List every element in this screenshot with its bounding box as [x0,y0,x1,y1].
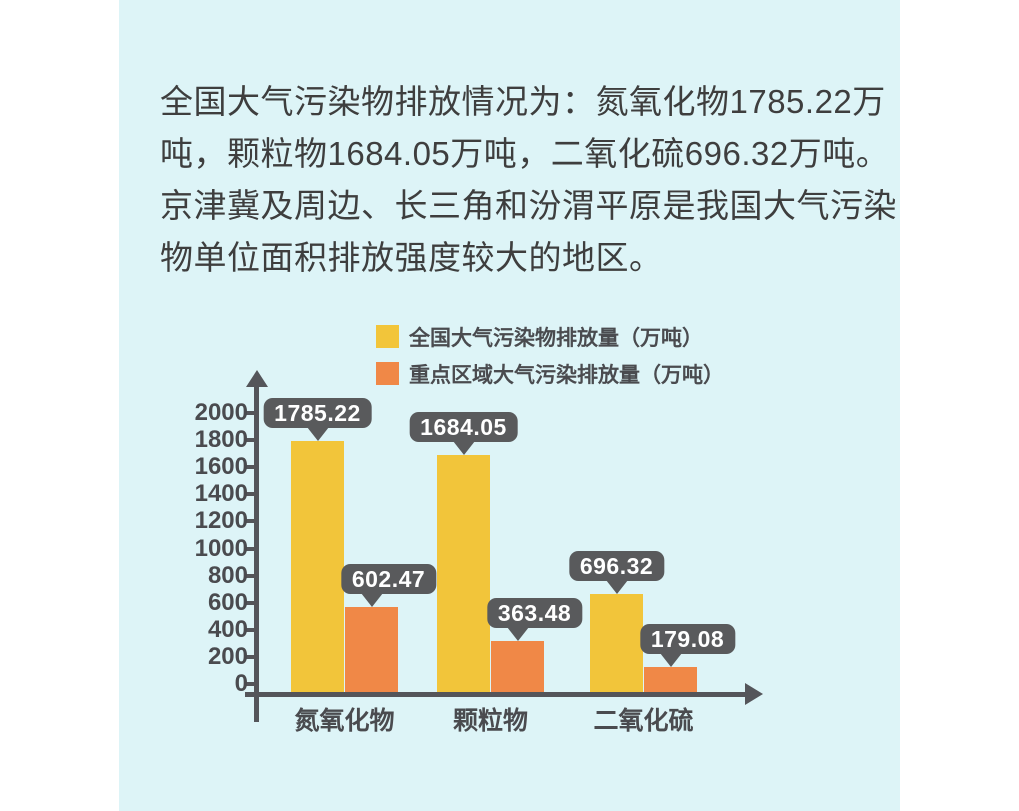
bar-national-二氧化硫 [590,594,643,692]
y-tick [246,546,256,551]
value-bubble-pointer [506,626,529,641]
value-bubble: 1785.22 [263,398,372,429]
chart-legend: 全国大气污染物排放量（万吨） 重点区域大气污染排放量（万吨） [376,325,724,399]
bar-national-颗粒物 [437,455,490,692]
legend-label: 全国大气污染物排放量（万吨） [409,326,703,350]
y-tick-label: 0 [234,670,248,697]
value-bubble: 1684.05 [409,412,518,443]
value-bubble-pointer [605,580,628,595]
y-tick [246,492,256,497]
x-axis-line [245,692,746,697]
y-tick-label: 1000 [194,534,248,562]
value-bubble-pointer [452,441,475,456]
bar-key-region-颗粒物 [491,640,544,692]
value-bubble: 363.48 [486,597,583,628]
category-label: 氮氧化物 [294,707,395,735]
y-tick-label: 1800 [194,426,248,454]
x-axis-arrow-icon [745,683,763,705]
intro-line: 京津冀及周边、长三角和汾渭平原是我国大气污染 [160,187,897,224]
y-tick-label: 1400 [194,480,248,508]
y-tick-label: 1600 [194,453,248,481]
intro-line: 全国大气污染物排放情况为：氮氧化物1785.22万 [160,83,886,120]
intro-paragraph: 全国大气污染物排放情况为：氮氧化物1785.22万 吨，颗粒物1684.05万吨… [160,76,900,284]
intro-line: 物单位面积排放强度较大的地区。 [160,239,663,276]
legend-swatch-key-region [376,362,399,385]
y-tick [246,519,256,524]
y-tick-label: 400 [207,615,248,643]
category-label: 二氧化硫 [593,707,694,735]
y-tick-label: 600 [207,588,248,616]
bar-key-region-二氧化硫 [644,666,697,692]
intro-line: 吨，颗粒物1684.05万吨，二氧化硫696.32万吨。 [160,135,890,172]
y-tick-label: 2000 [194,399,248,426]
y-tick [246,573,256,578]
category-label: 颗粒物 [452,707,529,735]
value-bubble: 602.47 [340,564,437,595]
legend-item-national: 全国大气污染物排放量（万吨） [376,325,724,350]
legend-item-key-region: 重点区域大气污染排放量（万吨） [376,362,724,387]
value-bubble: 179.08 [639,623,736,654]
y-tick [246,682,256,686]
y-tick [246,654,256,659]
value-bubble: 696.32 [568,551,665,582]
bar-national-氮氧化物 [291,441,344,692]
y-axis-arrow-icon [246,370,268,387]
value-bubble-pointer [659,652,682,667]
bar-key-region-氮氧化物 [345,607,398,692]
y-tick [246,627,256,632]
legend-label: 重点区域大气污染排放量（万吨） [409,363,724,387]
value-bubble-pointer [306,427,329,442]
y-tick-label: 1200 [194,507,248,535]
y-tick-label: 800 [207,561,248,589]
y-tick [246,438,256,443]
legend-swatch-national [376,325,399,348]
y-tick [246,600,256,605]
y-tick-label: 200 [207,642,248,670]
y-tick [246,411,256,415]
y-tick [246,465,256,470]
value-bubble-pointer [360,593,383,608]
y-axis-line [254,386,259,722]
